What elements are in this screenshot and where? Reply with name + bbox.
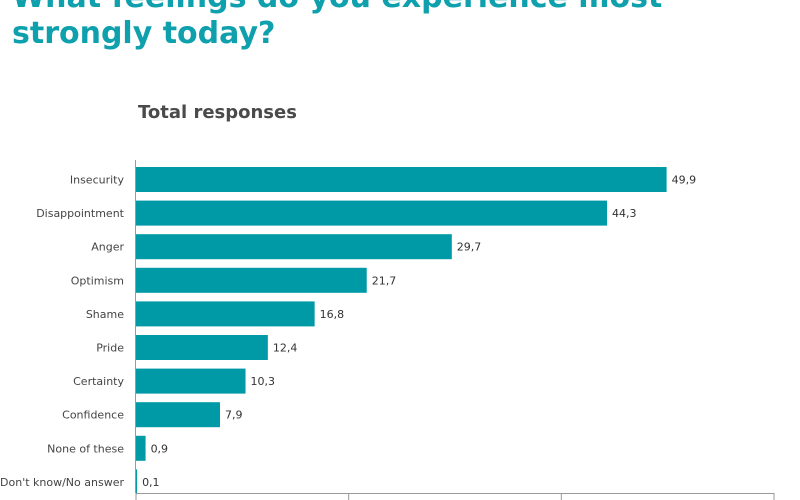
- value-label: 12,4: [273, 342, 298, 355]
- bars-group: [136, 167, 667, 495]
- bar: [136, 301, 315, 327]
- value-label: 16,8: [320, 308, 345, 321]
- value-label: 44,3: [612, 207, 637, 220]
- bar: [136, 368, 246, 394]
- category-label: None of these: [47, 442, 124, 455]
- bar: [136, 435, 146, 461]
- bar: [136, 234, 452, 260]
- category-label: Shame: [86, 308, 124, 321]
- bar: [136, 335, 268, 360]
- value-labels-group: 49,9 44,3 29,7 21,7 16,8 12,4 10,3 7,9 0,9 0,1: [142, 174, 696, 489]
- category-label: Disappointment: [36, 207, 124, 220]
- chart-subtitle: Total responses: [138, 102, 297, 123]
- value-label: 29,7: [457, 241, 482, 254]
- bar: [136, 402, 221, 428]
- category-label: Optimism: [71, 274, 124, 287]
- value-label: 10,3: [251, 375, 275, 388]
- value-label: 7,9: [225, 409, 243, 422]
- value-label: 49,9: [672, 174, 697, 187]
- bar: [136, 167, 667, 192]
- bar: [136, 267, 367, 293]
- x-axis-ticks: [135, 493, 775, 500]
- category-label: Don't know/No answer: [0, 476, 124, 489]
- category-label: Confidence: [62, 409, 124, 422]
- category-labels-group: Insecurity Disappointment Anger Optimism Sha…: [0, 174, 125, 489]
- value-label: 0,1: [142, 476, 160, 489]
- value-label: 0,9: [151, 442, 169, 455]
- bar: [136, 200, 608, 226]
- category-label: Certainty: [73, 375, 124, 388]
- bar: [136, 469, 138, 495]
- category-label: Insecurity: [70, 174, 125, 187]
- category-label: Pride: [96, 342, 124, 355]
- chart-title: What feelings do you experience most str…: [12, 0, 662, 51]
- value-label: 21,7: [372, 274, 397, 287]
- category-label: Anger: [91, 241, 124, 254]
